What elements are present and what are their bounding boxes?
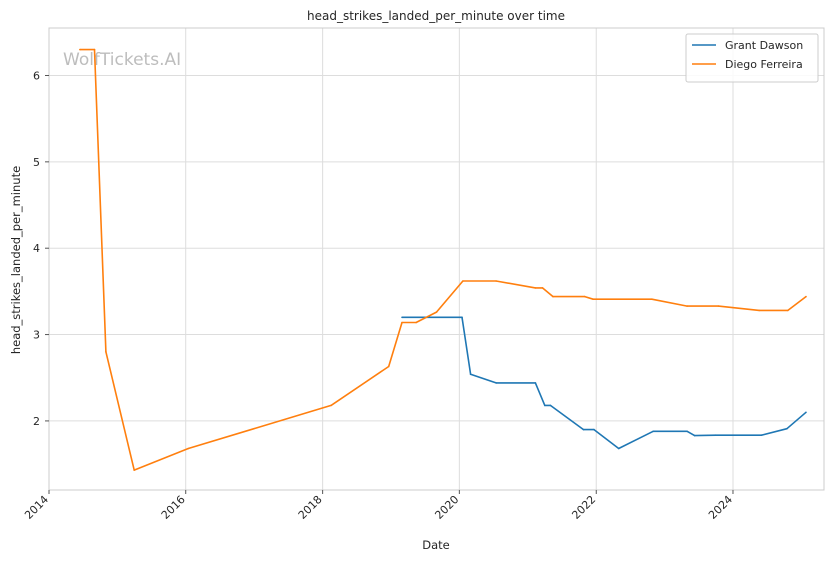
legend-box: [685, 33, 819, 83]
y-axis-ticks: 2 3 4 5 6: [33, 69, 49, 428]
x-axis-title: Date: [422, 538, 450, 552]
data-point-grant-dawson: [401, 316, 403, 319]
grid: [48, 28, 824, 490]
data-point-grant-dawson: [693, 434, 696, 437]
data-point-diego-ferreira: [592, 298, 594, 301]
data-point-grant-dawson: [582, 428, 585, 431]
data-point-diego-ferreira: [187, 447, 190, 450]
series-lines: [79, 48, 807, 471]
data-point-grant-dawson: [469, 373, 472, 376]
data-point-diego-ferreira: [105, 351, 107, 353]
data-point-diego-ferreira: [435, 311, 438, 313]
data-point-diego-ferreira: [133, 469, 135, 471]
data-point-diego-ferreira: [415, 321, 417, 324]
y-tick-label: 3: [33, 329, 40, 342]
data-point-diego-ferreira: [534, 287, 537, 289]
data-point-grant-dawson: [652, 430, 654, 433]
data-point-diego-ferreira: [541, 287, 544, 289]
data-point-grant-dawson: [544, 404, 546, 407]
y-axis-title: head_strikes_landed_per_minute: [9, 166, 23, 354]
data-point-grant-dawson: [760, 434, 763, 437]
data-point-grant-dawson: [805, 411, 807, 414]
data-point-grant-dawson: [495, 382, 497, 384]
data-point-grant-dawson: [617, 447, 620, 450]
plot-frame: [48, 27, 825, 491]
legend-label-diego-ferreira: Diego Ferreira: [725, 58, 803, 71]
data-point-diego-ferreira: [79, 48, 81, 51]
watermark: WolfTickets.AI: [63, 50, 181, 70]
data-point-diego-ferreira: [401, 321, 403, 324]
data-point-grant-dawson: [593, 428, 595, 431]
data-point-grant-dawson: [714, 434, 717, 437]
data-point-diego-ferreira: [495, 280, 497, 282]
chart-title: head_strikes_landed_per_minute over time: [307, 9, 565, 23]
y-tick-label: 2: [33, 415, 40, 428]
data-point-grant-dawson: [786, 427, 788, 430]
data-point-diego-ferreira: [717, 305, 720, 307]
data-point-grant-dawson: [534, 382, 537, 384]
data-point-diego-ferreira: [330, 404, 332, 407]
data-point-diego-ferreira: [805, 295, 807, 298]
legend-label-grant-dawson: Grant Dawson: [725, 39, 803, 52]
legend: Grant Dawson Diego Ferreira: [685, 33, 819, 83]
y-tick-label: 5: [33, 156, 40, 169]
data-point-diego-ferreira: [462, 280, 464, 282]
y-tick-label: 4: [33, 242, 40, 255]
data-point-grant-dawson: [549, 404, 552, 407]
data-point-diego-ferreira: [387, 365, 390, 368]
data-point-diego-ferreira: [758, 309, 760, 312]
data-point-diego-ferreira: [93, 48, 96, 51]
data-point-diego-ferreira: [787, 309, 789, 312]
y-tick-label: 6: [33, 69, 40, 82]
data-point-diego-ferreira: [584, 295, 586, 298]
data-point-diego-ferreira: [651, 298, 653, 301]
data-point-diego-ferreira: [686, 305, 688, 307]
data-point-grant-dawson: [461, 316, 463, 319]
data-point-grant-dawson: [686, 430, 688, 433]
data-point-diego-ferreira: [552, 295, 554, 298]
